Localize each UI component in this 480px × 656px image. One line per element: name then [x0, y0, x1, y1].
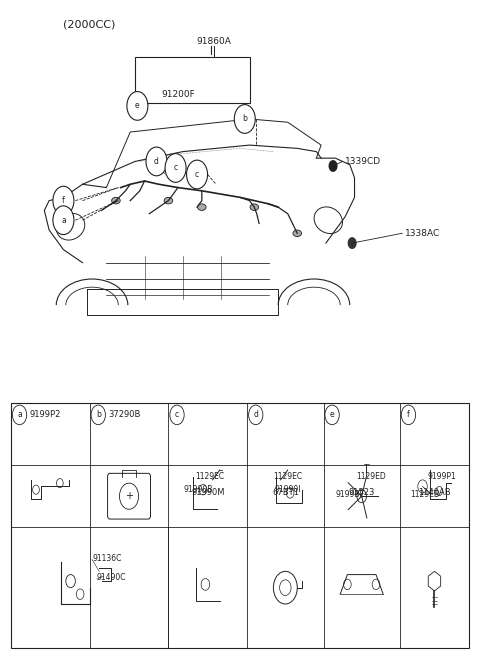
- Text: 91860A: 91860A: [196, 37, 231, 46]
- Circle shape: [187, 160, 207, 189]
- Ellipse shape: [112, 197, 120, 204]
- Circle shape: [91, 405, 106, 424]
- Text: 91990M: 91990M: [191, 489, 225, 497]
- Text: 1129EC: 1129EC: [196, 472, 225, 481]
- Text: e: e: [330, 411, 335, 419]
- Text: c: c: [195, 170, 199, 179]
- Circle shape: [329, 161, 337, 171]
- Circle shape: [170, 405, 184, 424]
- Text: c: c: [175, 411, 179, 419]
- Circle shape: [165, 154, 186, 182]
- Bar: [11, 403, 469, 648]
- Text: b: b: [242, 114, 247, 123]
- Ellipse shape: [164, 197, 173, 204]
- Text: 91990B: 91990B: [183, 485, 213, 494]
- Circle shape: [146, 147, 167, 176]
- Text: 1129ED: 1129ED: [356, 472, 386, 481]
- Circle shape: [325, 405, 339, 424]
- Text: 67BT1: 67BT1: [272, 489, 299, 497]
- Circle shape: [53, 206, 74, 235]
- Text: b: b: [96, 411, 101, 419]
- Circle shape: [401, 405, 416, 424]
- Bar: [135, 57, 250, 102]
- Circle shape: [348, 238, 356, 249]
- Circle shape: [234, 104, 255, 133]
- Text: 91200F: 91200F: [161, 90, 195, 98]
- Text: +: +: [125, 491, 133, 501]
- Text: f: f: [407, 411, 410, 419]
- Text: d: d: [154, 157, 159, 166]
- Text: 91523: 91523: [348, 489, 375, 497]
- Circle shape: [12, 405, 27, 424]
- Text: d: d: [253, 411, 258, 419]
- Text: 37290B: 37290B: [108, 411, 140, 419]
- Text: f: f: [62, 196, 65, 205]
- Ellipse shape: [293, 230, 301, 237]
- Text: a: a: [17, 411, 22, 419]
- Circle shape: [127, 92, 148, 120]
- Text: 91490C: 91490C: [97, 573, 126, 583]
- Text: 9199P1: 9199P1: [427, 472, 456, 481]
- Text: 1129EC: 1129EC: [273, 472, 302, 481]
- Ellipse shape: [250, 204, 259, 211]
- Text: 1338AC: 1338AC: [405, 229, 440, 237]
- Text: 9199BE: 9199BE: [335, 490, 364, 499]
- Text: 91136C: 91136C: [92, 554, 121, 563]
- Text: e: e: [135, 102, 140, 110]
- Text: 1339CD: 1339CD: [345, 157, 381, 166]
- Ellipse shape: [198, 204, 206, 211]
- Circle shape: [53, 186, 74, 215]
- Text: 91990I: 91990I: [275, 485, 301, 494]
- Text: 1129ED: 1129ED: [410, 490, 440, 499]
- Circle shape: [249, 405, 263, 424]
- Text: 1140AB: 1140AB: [418, 489, 451, 497]
- Text: 9199P2: 9199P2: [29, 411, 60, 419]
- Text: (2000CC): (2000CC): [63, 20, 116, 30]
- Text: a: a: [61, 216, 66, 225]
- Text: c: c: [173, 163, 178, 173]
